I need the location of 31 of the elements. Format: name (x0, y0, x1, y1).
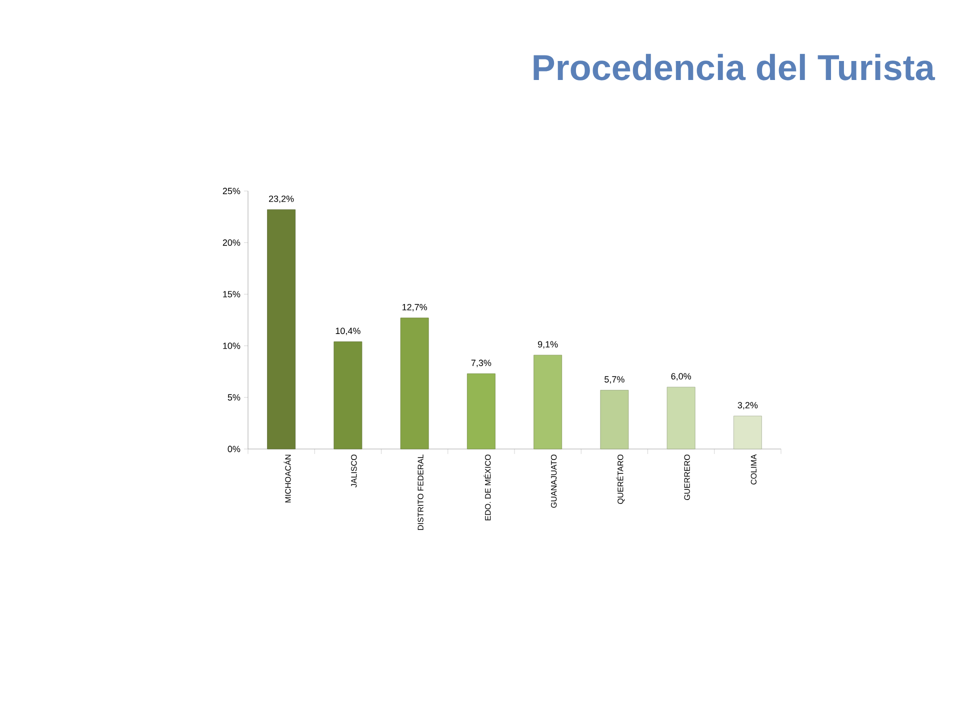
bar (534, 354, 562, 450)
bar (600, 390, 629, 450)
bar (334, 341, 362, 450)
bar (666, 386, 696, 450)
data-label: 6,0% (671, 373, 692, 381)
chart-title: Procedencia del Turista (534, 54, 936, 80)
data-label: 12,7% (402, 304, 428, 312)
bar (400, 318, 429, 450)
bar (733, 416, 762, 450)
bar (267, 209, 296, 450)
bar (466, 373, 496, 450)
x-tick-label: DISTRITO FEDERAL (418, 454, 424, 530)
y-tick-label: 25% (222, 188, 240, 194)
data-label: 10,4% (336, 328, 360, 336)
x-tick-label: MICHOACÁN (284, 454, 291, 502)
x-tick-label: GUERRERO (684, 454, 690, 500)
y-tick-label: 15% (223, 291, 240, 298)
data-label: 9,1% (538, 341, 558, 349)
x-tick-label: QUERÉTARO (616, 454, 625, 504)
y-tick-label: 0% (228, 446, 240, 452)
x-tick-label: EDO. DE MÉXICO (484, 454, 491, 520)
y-tick-label: 20% (222, 239, 240, 246)
x-tick-label: JALISCO (351, 454, 357, 488)
x-tick-label: COLIMA (750, 454, 757, 484)
y-tick-label: 5% (228, 394, 240, 401)
data-label: 23,2% (269, 196, 294, 204)
data-label: 5,7% (604, 376, 624, 384)
y-tick-label: 10% (223, 342, 240, 349)
x-tick-label: GUANAJUATO (550, 454, 557, 508)
data-label: 3,2% (738, 402, 758, 410)
data-label: 7,3% (471, 360, 492, 368)
